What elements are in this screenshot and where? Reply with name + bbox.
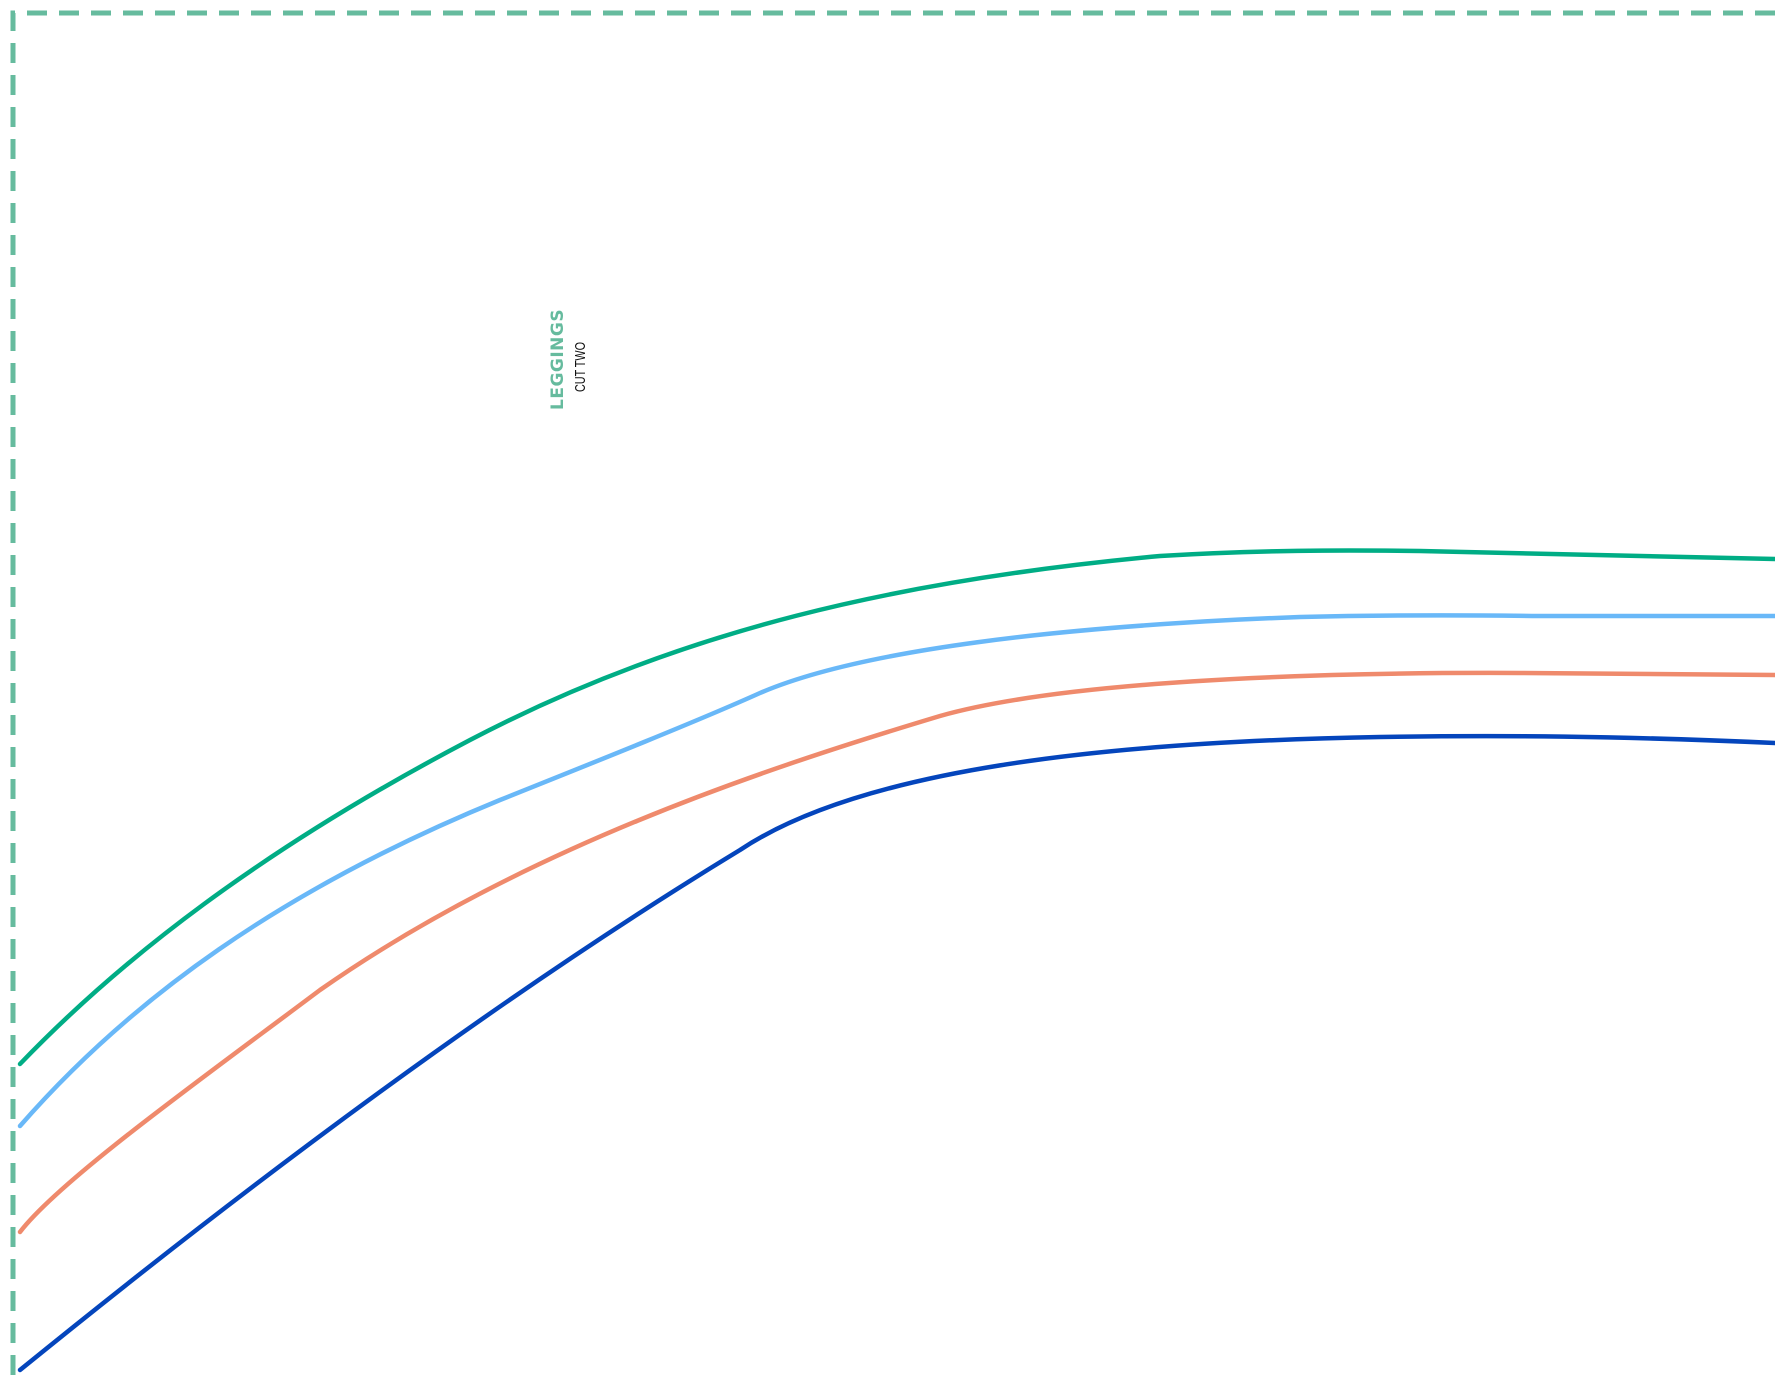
cut-line-size-2 [17, 613, 1775, 1129]
piece-name: LEGGINGS [548, 308, 568, 410]
cut-instruction: CUT TWO [572, 323, 589, 392]
cut-line-size-1 [17, 548, 1775, 1067]
cut-line-size-4 [17, 733, 1775, 1373]
cut-border [10, 10, 1775, 1375]
cut-line-size-3 [17, 670, 1775, 1235]
cut-instruction-text: CUT TWO [572, 341, 589, 392]
pattern-label: LEGGINGS CUT TWO [548, 308, 608, 420]
